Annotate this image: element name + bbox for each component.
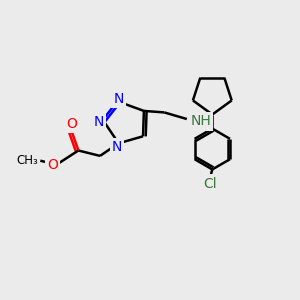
Text: NH: NH <box>190 114 211 128</box>
Text: CH₃: CH₃ <box>16 154 38 166</box>
Text: N: N <box>113 92 124 106</box>
Text: Cl: Cl <box>203 176 217 190</box>
Text: N: N <box>94 115 104 129</box>
Text: O: O <box>47 158 58 172</box>
Text: N: N <box>112 140 122 154</box>
Text: O: O <box>66 117 77 131</box>
